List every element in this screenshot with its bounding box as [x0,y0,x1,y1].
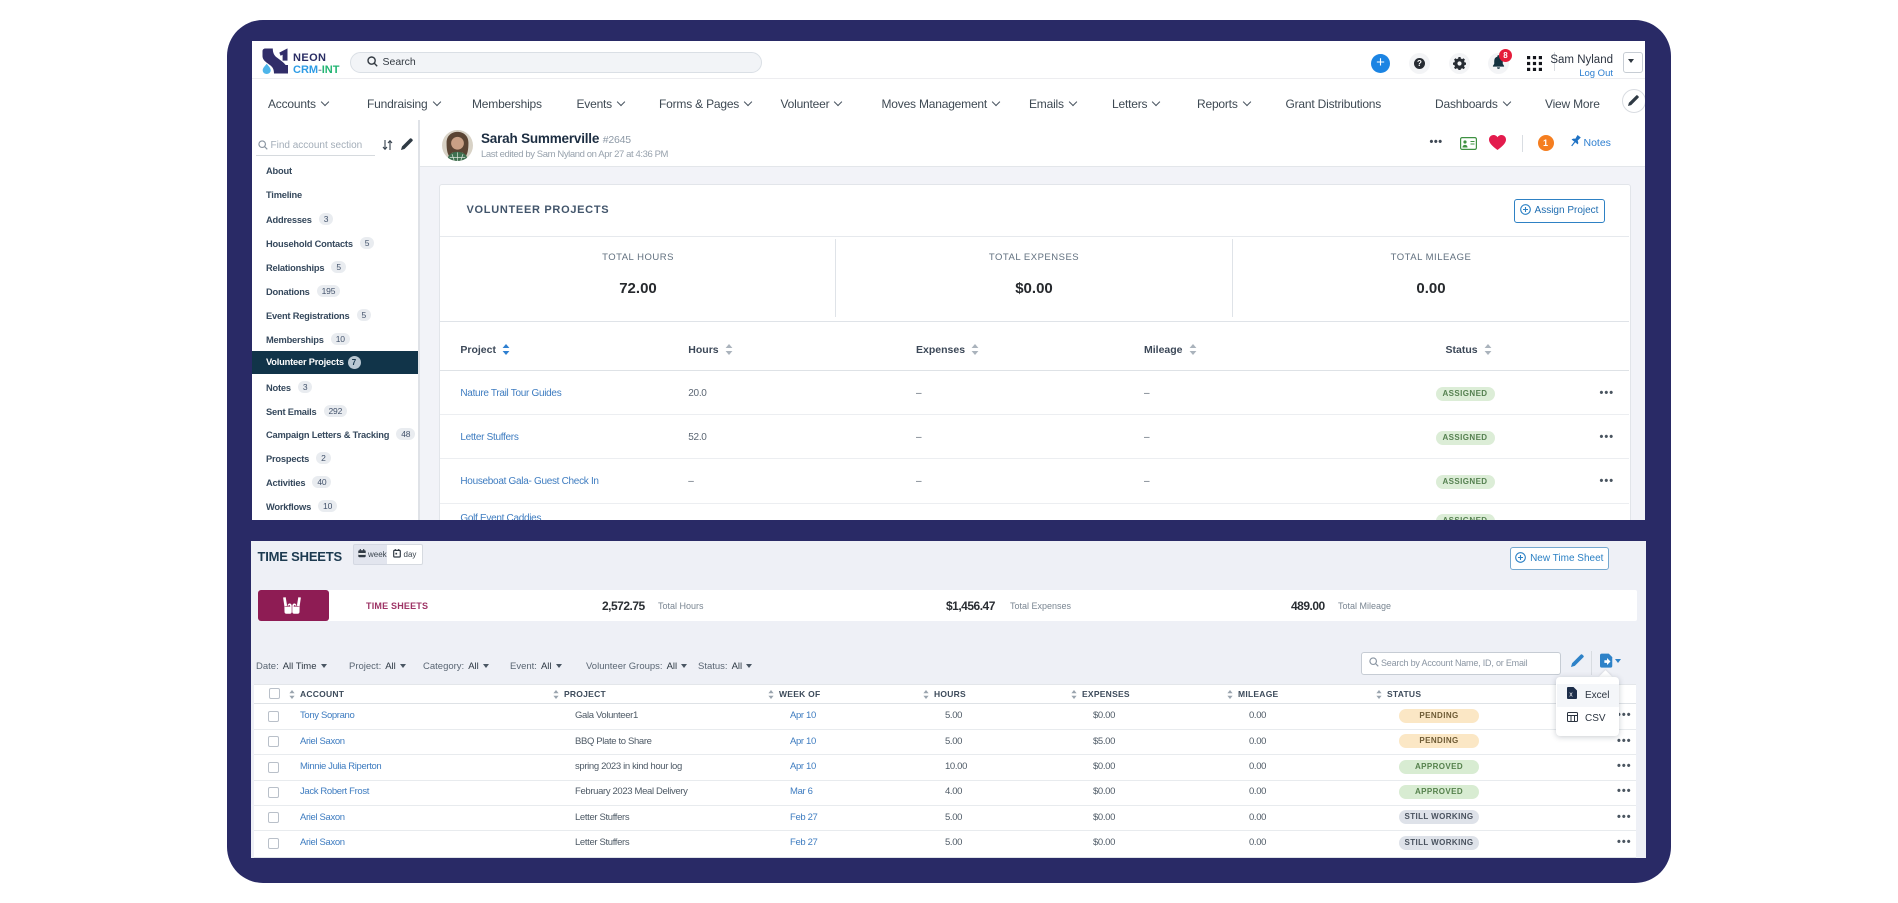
svg-text:x: x [1569,692,1573,699]
